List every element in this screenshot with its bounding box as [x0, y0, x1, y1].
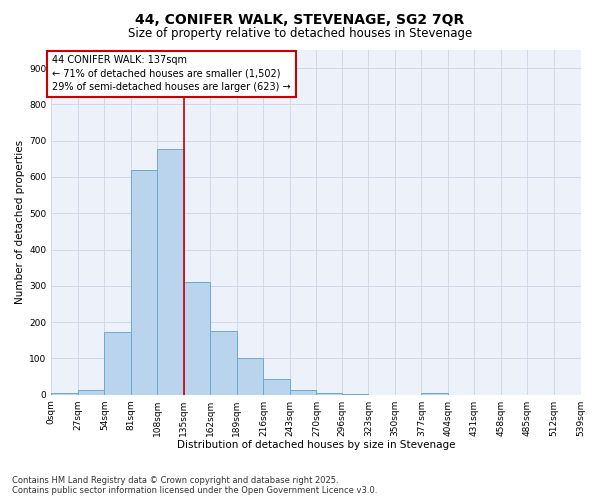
Text: Contains HM Land Registry data © Crown copyright and database right 2025.
Contai: Contains HM Land Registry data © Crown c…	[12, 476, 377, 495]
Bar	[157, 148, 184, 394]
Bar	[421, 393, 448, 394]
X-axis label: Distribution of detached houses by size in Stevenage: Distribution of detached houses by size …	[176, 440, 455, 450]
Bar	[211, 331, 237, 394]
Bar	[184, 282, 211, 395]
Bar	[104, 332, 131, 394]
Bar	[316, 393, 342, 394]
Text: 44, CONIFER WALK, STEVENAGE, SG2 7QR: 44, CONIFER WALK, STEVENAGE, SG2 7QR	[136, 12, 464, 26]
Text: 44 CONIFER WALK: 137sqm
← 71% of detached houses are smaller (1,502)
29% of semi: 44 CONIFER WALK: 137sqm ← 71% of detache…	[52, 56, 291, 92]
Y-axis label: Number of detached properties: Number of detached properties	[15, 140, 25, 304]
Bar	[263, 380, 290, 394]
Bar	[290, 390, 316, 394]
Bar	[237, 358, 263, 394]
Bar	[51, 393, 78, 394]
Bar	[78, 390, 104, 394]
Bar	[131, 170, 157, 394]
Text: Size of property relative to detached houses in Stevenage: Size of property relative to detached ho…	[128, 28, 472, 40]
